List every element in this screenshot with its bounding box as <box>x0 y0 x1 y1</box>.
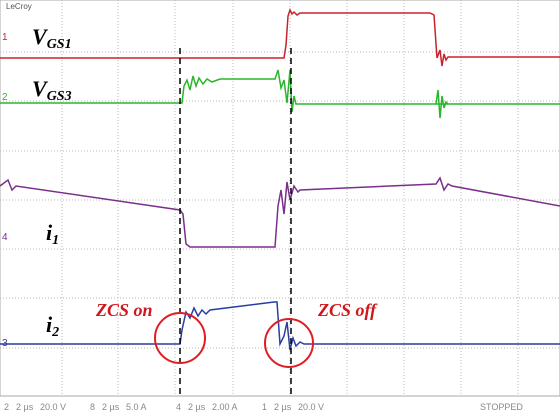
timebase: 2 µs <box>188 402 206 412</box>
acquisition-state: STOPPED <box>480 402 523 412</box>
timebase: 2 µs <box>16 402 34 412</box>
channel-id: 1 <box>262 402 267 412</box>
channel-id: 2 <box>4 402 9 412</box>
scope-screen: LeCroy 1 2 4 3 VGS1 VGS3 i1 i2 ZCS on ZC… <box>0 0 560 416</box>
channel-marker: 4 <box>2 232 8 243</box>
channel-id: 8 <box>90 402 95 412</box>
page: LeCroy 1 2 4 3 VGS1 VGS3 i1 i2 ZCS on ZC… <box>0 0 560 416</box>
channel-marker: 3 <box>2 338 8 349</box>
annotation: ZCS on <box>95 300 153 320</box>
logo: LeCroy <box>6 2 32 11</box>
scale: 5.0 A <box>126 402 147 412</box>
timebase: 2 µs <box>102 402 120 412</box>
scale: 2.00 A <box>212 402 238 412</box>
scale: 20.0 V <box>40 402 66 412</box>
channel-marker: 2 <box>2 92 8 103</box>
scale: 20.0 V <box>298 402 324 412</box>
annotation: ZCS off <box>317 300 378 320</box>
status-bar: 2 2 µs 20.0 V 8 2 µs 5.0 A 4 2 µs 2.00 A… <box>4 402 523 412</box>
timebase: 2 µs <box>274 402 292 412</box>
channel-marker: 1 <box>2 32 8 43</box>
channel-id: 4 <box>176 402 181 412</box>
